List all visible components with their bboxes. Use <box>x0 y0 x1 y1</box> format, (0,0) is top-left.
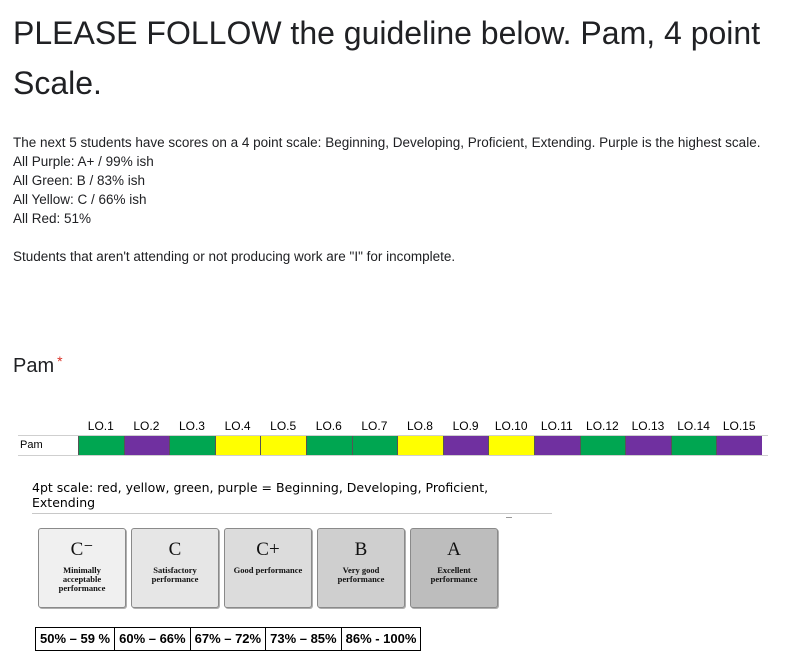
rubric-column-header: LO.1 <box>87 419 114 433</box>
rubric-level-cell <box>442 436 489 455</box>
question-title: Pam * <box>13 353 63 378</box>
form-description: The next 5 students have scores on a 4 p… <box>13 133 783 266</box>
grade-letter: A <box>447 539 461 560</box>
rubric-level-cell <box>306 436 352 455</box>
grade-range: 67% – 72% <box>189 628 266 650</box>
grade-label: Minimally acceptable performance <box>58 565 106 593</box>
rubric-column-header: LO.13 <box>631 419 665 433</box>
grade-box: C+ Good performance <box>224 528 312 608</box>
divider-tick <box>506 517 512 518</box>
description-line <box>13 228 783 247</box>
grade-label: Excellent performance <box>430 565 478 584</box>
grade-range: 73% – 85% <box>265 628 341 650</box>
rubric-column-header: LO.10 <box>494 419 528 433</box>
rubric-student-name: Pam <box>20 439 43 451</box>
rubric-level-cell <box>397 436 443 455</box>
grade-letter: C <box>168 539 182 560</box>
grade-letter: B <box>354 539 368 560</box>
description-line: All Red: 51% <box>13 211 92 226</box>
grade-label: Satisfactory performance <box>151 565 199 584</box>
rubric-column-header: LO.3 <box>178 419 205 433</box>
grade-box: B Very good performance <box>317 528 405 608</box>
grade-box: A Excellent performance <box>410 528 498 608</box>
rubric-row-divider <box>18 435 768 436</box>
rubric-column-header: LO.8 <box>406 419 433 433</box>
grade-label: Good performance <box>233 565 303 575</box>
rubric-column-header: LO.4 <box>224 419 251 433</box>
description-line: All Green: B / 83% ish <box>13 173 146 188</box>
rubric-column-header: LO.9 <box>452 419 479 433</box>
grade-box: C Satisfactory performance <box>131 528 219 608</box>
rubric-level-cell <box>214 436 261 455</box>
grade-letter: C+ <box>256 539 280 560</box>
rubric-column-header: LO.12 <box>586 419 619 433</box>
description-line: All Purple: A+ / 99% ish <box>13 154 154 169</box>
rubric-level-cell <box>670 436 717 455</box>
rubric-row-divider <box>18 455 768 456</box>
rubric-column-header: LO.15 <box>722 419 756 433</box>
rubric-column-header: LO.7 <box>361 419 388 433</box>
rubric-level-cell <box>579 436 626 455</box>
description-line: The next 5 students have scores on a 4 p… <box>13 135 761 150</box>
description-line: Students that aren't attending or not pr… <box>13 249 456 264</box>
grade-ranges: 50% – 59 % 60% – 66% 67% – 72% 73% – 85% 86%… <box>35 627 422 651</box>
rubric-level-cell <box>488 436 534 455</box>
description-line: All Yellow: C / 66% ish <box>13 192 147 207</box>
form-title: PLEASE FOLLOW the guideline below. Pam, … <box>13 15 761 101</box>
rubric-level-cell <box>716 436 762 455</box>
rubric-level-cell <box>260 436 306 455</box>
question-title-text: Pam <box>13 355 55 377</box>
grade-range: 50% – 59 % <box>40 631 111 646</box>
rubric-level-cell <box>169 436 215 455</box>
rubric-level-cell <box>625 436 671 455</box>
rubric-column-header: LO.5 <box>270 419 297 433</box>
required-asterisk: * <box>57 353 63 369</box>
grade-range: 60% – 66% <box>114 628 190 650</box>
rubric-column-header: LO.14 <box>677 419 710 433</box>
rubric-column-header: LO.2 <box>133 419 160 433</box>
rubric-image: Pam LO.1 LO.2 LO.3 LO.4 LO.5 LO.6 LO.7 LO.8 LO.9… <box>18 418 768 456</box>
grade-box: C⁻ Minimally acceptable performance <box>38 528 126 608</box>
rubric-column-header: LO.6 <box>315 419 342 433</box>
scale-note: 4pt scale: red, yellow, green, purple = … <box>32 480 552 514</box>
grade-letter: C⁻ <box>70 539 94 560</box>
rubric-level-cell <box>78 436 124 455</box>
grade-scale: C⁻ Minimally acceptable performance C Satis… <box>38 528 510 610</box>
grade-label: Very good performance <box>337 565 385 584</box>
rubric-level-cell <box>351 436 398 455</box>
grade-range: 86% - 100% <box>340 628 421 650</box>
rubric-level-cell <box>534 436 580 455</box>
rubric-column-header: LO.11 <box>540 419 573 433</box>
rubric-level-cell <box>123 436 170 455</box>
